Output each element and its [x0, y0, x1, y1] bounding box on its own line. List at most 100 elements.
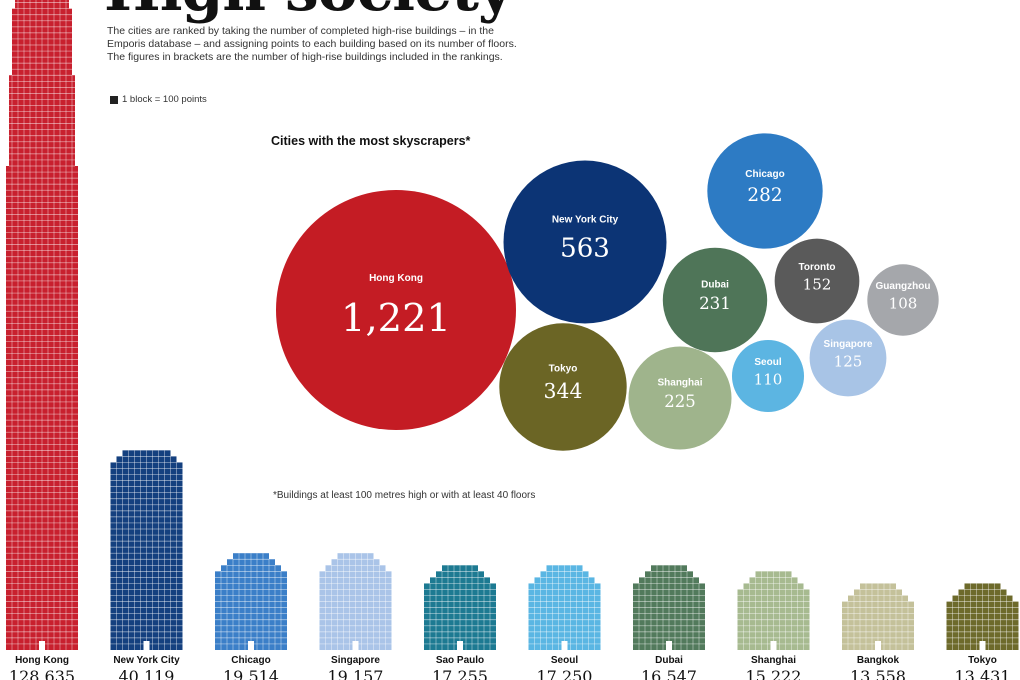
- bubble-circle: [499, 323, 627, 451]
- bubble-seoul: Seoul 110: [731, 339, 805, 413]
- tower-grid: [737, 571, 810, 650]
- bubble-guangzhou: Guangzhou 108: [867, 264, 939, 336]
- tower-grid: [215, 553, 287, 650]
- tower-city-label: New York City: [113, 655, 180, 666]
- legend: 1 block = 100 points: [110, 94, 207, 105]
- bubble-city-label: Shanghai: [657, 378, 702, 389]
- bubble-value-label: 225: [664, 392, 695, 411]
- intro-line: The figures in brackets are the number o…: [107, 51, 503, 63]
- bubble-value-label: 344: [544, 379, 583, 403]
- tower-points-label: 128,635: [9, 667, 75, 680]
- bubble-chart-title: Cities with the most skyscrapers*: [271, 134, 471, 148]
- tower-grid: [528, 565, 601, 650]
- tower-city-label: Bangkok: [857, 655, 900, 666]
- tower-door: [248, 641, 254, 650]
- tower-door: [979, 641, 986, 650]
- tower-city-label: Shanghai: [751, 655, 796, 666]
- tower-door: [770, 641, 777, 650]
- tower-points-label: 16,547: [641, 667, 697, 680]
- bubble-circle: [809, 319, 887, 397]
- bubble-value-label: 108: [889, 294, 918, 312]
- tower-points-label: 13,431: [955, 667, 1011, 680]
- tower-door: [352, 641, 359, 650]
- tower-city-label: Singapore: [331, 655, 380, 666]
- tower-grid: [946, 583, 1019, 650]
- tower-points-label: 17,250: [537, 667, 593, 680]
- tower-points-label: 13,558: [850, 667, 906, 680]
- bubble-shanghai: Shanghai 225: [628, 346, 732, 450]
- tower-door: [666, 641, 672, 650]
- footnote: *Buildings at least 100 metres high or w…: [273, 490, 536, 501]
- tower-points-label: 15,222: [746, 667, 802, 680]
- tower-points-label: 40,119: [119, 667, 175, 680]
- tower-points-label: 19,514: [223, 667, 279, 680]
- tower-grid: [6, 0, 78, 650]
- bubble-circle: [707, 133, 823, 249]
- bubble-city-label: Singapore: [824, 339, 873, 350]
- tower-door: [875, 641, 881, 650]
- tower-city-label: Seoul: [551, 655, 578, 666]
- bubble-toronto: Toronto 152: [774, 238, 860, 324]
- intro-text: The cities are ranked by taking the numb…: [107, 25, 527, 64]
- bubble-circle: [662, 247, 768, 353]
- bubble-city-label: Guangzhou: [876, 281, 931, 292]
- bubble-circle: [774, 238, 860, 324]
- bubble-value-label: 110: [754, 370, 783, 388]
- bubble-city-label: Toronto: [798, 262, 835, 273]
- tower-grid: [424, 565, 496, 650]
- bubble-circle: [276, 190, 516, 430]
- intro-line: The cities are ranked by taking the numb…: [107, 25, 494, 37]
- bubble-circle: [731, 339, 805, 413]
- intro-line: Emporis database – and assigning points …: [107, 38, 517, 50]
- tower-city-label: Hong Kong: [15, 655, 69, 666]
- tower-door: [39, 641, 45, 650]
- bubble-city-label: Seoul: [754, 357, 781, 368]
- tower-city-label: Dubai: [655, 655, 683, 666]
- bubble-hong-kong: Hong Kong 1,221: [276, 190, 516, 430]
- legend-label: 1 block = 100 points: [122, 94, 207, 105]
- tower-city-label: Sao Paulo: [436, 655, 484, 666]
- bubble-value-label: 282: [747, 185, 782, 206]
- bubble-city-label: New York City: [552, 214, 619, 225]
- bubble-circle: [867, 264, 939, 336]
- bubble-value-label: 563: [560, 233, 610, 263]
- tower-city-label: Chicago: [231, 655, 270, 666]
- bubble-circle: [628, 346, 732, 450]
- bubble-value-label: 231: [699, 293, 731, 313]
- tower-door: [457, 641, 463, 650]
- tower-grid: [110, 450, 183, 650]
- block-legend-swatch: [110, 95, 118, 104]
- tower-door: [143, 641, 150, 650]
- bubble-dubai: Dubai 231: [662, 247, 768, 353]
- bubble-new-york-city: New York City 563: [503, 160, 667, 324]
- tower-grid: [633, 565, 705, 650]
- tower-city-label: Tokyo: [968, 655, 997, 666]
- tower-grid: [842, 583, 914, 650]
- bubble-singapore: Singapore 125: [809, 319, 887, 397]
- bubble-city-label: Chicago: [745, 169, 784, 180]
- bubble-value-label: 1,221: [341, 296, 451, 341]
- bubble-tokyo: Tokyo 344: [499, 323, 627, 451]
- tower-grid: [319, 553, 392, 650]
- tower-points-label: 17,255: [432, 667, 488, 680]
- page-title: High society: [104, 0, 513, 20]
- bubble-value-label: 152: [803, 275, 832, 293]
- tower-door: [561, 641, 568, 650]
- bubble-city-label: Dubai: [701, 279, 729, 290]
- bubble-chicago: Chicago 282: [707, 133, 823, 249]
- bubble-circle: [503, 160, 667, 324]
- tower-points-label: 19,157: [328, 667, 384, 680]
- bubble-value-label: 125: [834, 352, 863, 370]
